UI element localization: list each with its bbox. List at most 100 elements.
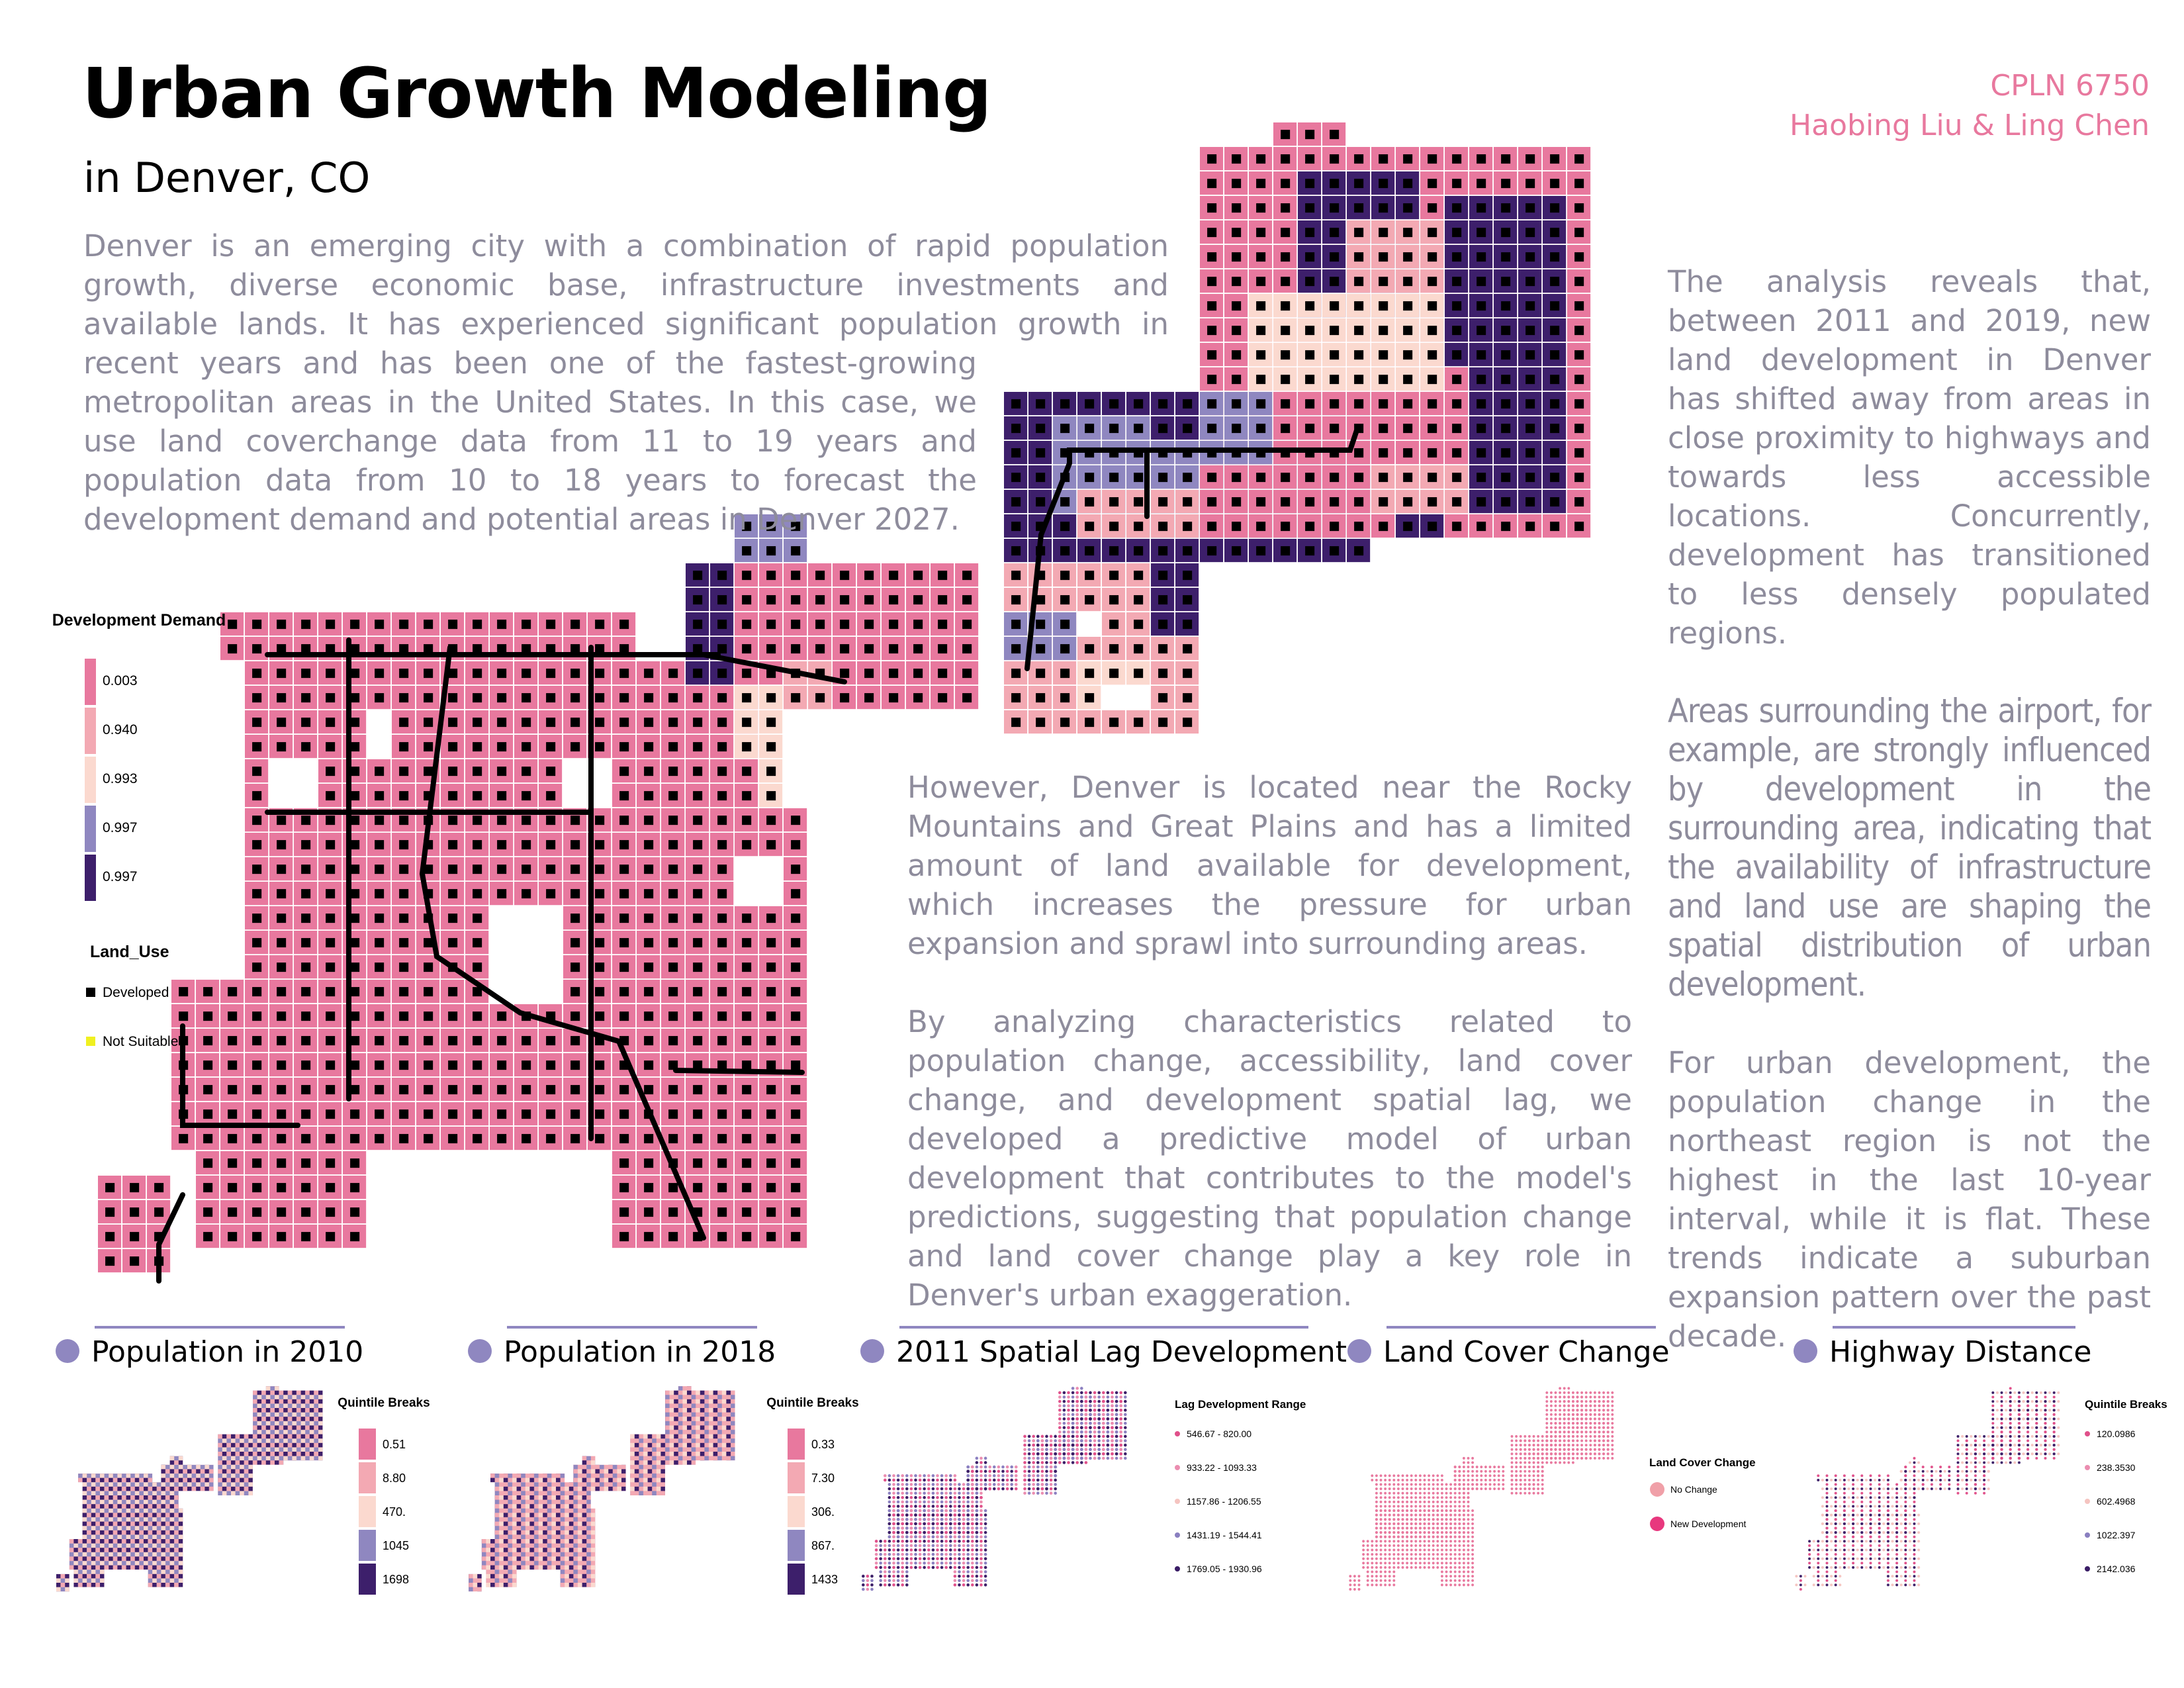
legend-dot xyxy=(1175,1499,1180,1504)
legend: Development Demand 0.003 0.940 0.993 0.997 0.… xyxy=(52,611,226,1049)
legend-label: 546.67 - 820.00 xyxy=(1187,1429,1251,1439)
legend-swatch xyxy=(788,1462,805,1493)
highway xyxy=(701,652,847,684)
middle-text: However, Denver is located near the Rock… xyxy=(907,768,1632,1354)
map-cells xyxy=(612,980,808,1029)
right-text: The analysis reveals that, between 2011 … xyxy=(1668,262,2152,1395)
map-hole xyxy=(1102,686,1151,710)
legend-swatch xyxy=(788,1564,805,1595)
map-cells xyxy=(612,1029,808,1249)
map-cells xyxy=(1371,465,1469,514)
map-hole xyxy=(490,906,563,1004)
legend-dot xyxy=(2085,1499,2090,1504)
map-cells xyxy=(196,1151,367,1249)
legend-label: No Change xyxy=(1670,1484,1717,1495)
legend-label: 1769.05 - 1930.96 xyxy=(1187,1564,1262,1574)
legend-dot xyxy=(2085,1566,2090,1571)
mini-map xyxy=(469,1386,735,1592)
highway xyxy=(1024,428,1359,671)
legend-dot xyxy=(2085,1431,2090,1436)
legend-label: 0.940 xyxy=(103,722,138,737)
legend-label: 0.51 xyxy=(383,1438,406,1451)
panels: Population in 2010 Quintile Breaks 0.51 8.8… xyxy=(56,1326,2167,1595)
legend-label: 867. xyxy=(811,1539,835,1552)
legend-label: 602.4968 xyxy=(2097,1496,2136,1507)
legend-swatch xyxy=(359,1530,376,1561)
legend-label: 120.0986 xyxy=(2097,1429,2136,1439)
map-cells xyxy=(1469,367,1567,514)
mini-map xyxy=(56,1386,323,1592)
legend-label: 0.993 xyxy=(103,771,138,786)
legend-swatch xyxy=(86,988,95,997)
mini-map xyxy=(1794,1386,2061,1592)
panel-title: Highway Distance xyxy=(1829,1335,2092,1369)
map-cells xyxy=(1396,514,1445,539)
map-cells xyxy=(784,661,833,710)
legend-dot xyxy=(1175,1465,1180,1470)
map-cells xyxy=(1200,392,1273,465)
legend-label: 8.80 xyxy=(383,1472,406,1485)
map-hole xyxy=(367,710,392,759)
subtitle: in Denver, CO xyxy=(83,154,371,202)
legend-label: 1045 xyxy=(383,1539,409,1552)
legend-dot xyxy=(2085,1465,2090,1470)
panel-title: Population in 2010 xyxy=(91,1335,363,1369)
panel-title: 2011 Spatial Lag Development xyxy=(896,1335,1347,1369)
legend-label: 2142.036 xyxy=(2097,1564,2136,1574)
legend-dot xyxy=(1175,1566,1180,1571)
panel-bullet xyxy=(468,1339,492,1363)
legend-label: 470. xyxy=(383,1505,406,1519)
legend-label: Developed xyxy=(103,985,169,1000)
legend-swatch xyxy=(359,1462,376,1493)
highway xyxy=(180,1023,300,1128)
highway xyxy=(673,1068,805,1075)
legend-dot xyxy=(1175,1431,1180,1436)
legend-title: Lag Development Range xyxy=(1175,1398,1306,1411)
authors: Haobing Liu & Ling Chen xyxy=(1790,109,2150,142)
panel-title: Population in 2018 xyxy=(504,1335,776,1369)
map-hole xyxy=(735,857,784,906)
legend-label: 0.003 xyxy=(103,673,138,688)
map-cells xyxy=(1004,612,1077,661)
map-hole xyxy=(269,759,318,808)
paragraph: Areas surrounding the airport, for examp… xyxy=(1668,692,2152,1004)
paragraph: However, Denver is located near the Rock… xyxy=(907,770,1632,961)
map-hole xyxy=(563,759,612,808)
legend-label: 0.33 xyxy=(811,1438,835,1451)
legend-label: 1698 xyxy=(383,1573,409,1586)
legend-swatch xyxy=(788,1429,805,1460)
legend-swatch xyxy=(85,659,96,705)
legend-title: Quintile Breaks xyxy=(338,1396,430,1410)
legend-title: Quintile Breaks xyxy=(2085,1398,2167,1411)
legend-label: 1431.19 - 1544.41 xyxy=(1187,1530,1262,1540)
map-cells xyxy=(1151,563,1200,637)
intro: Denver is an emerging city with a combin… xyxy=(83,226,1169,622)
paragraph: The analysis reveals that, between 2011 … xyxy=(1668,264,2151,651)
title: Urban Growth Modeling xyxy=(82,53,991,134)
legend-label: 1433 xyxy=(811,1573,838,1586)
highway xyxy=(156,1192,185,1284)
map-cells xyxy=(759,735,784,808)
legend-title: Land_Use xyxy=(90,943,169,961)
mini-map xyxy=(1348,1386,1615,1592)
legend-label: 1157.86 - 1206.55 xyxy=(1187,1496,1261,1507)
legend-swatch xyxy=(788,1530,805,1561)
map-cells xyxy=(171,980,612,1151)
legend-label: 933.22 - 1093.33 xyxy=(1187,1462,1257,1473)
highways xyxy=(156,428,1359,1284)
legend-swatch xyxy=(359,1496,376,1527)
mini-map xyxy=(861,1386,1128,1592)
map-cells xyxy=(1445,196,1567,367)
map-cells xyxy=(1273,122,1347,147)
paragraph: By analyzing characteristics related to … xyxy=(907,1004,1632,1313)
legend-label: Not Suitable xyxy=(103,1034,178,1049)
intro-text: Denver is an emerging city with a combin… xyxy=(83,228,1169,537)
legend-title: Development Demand xyxy=(52,611,226,630)
map-cells xyxy=(686,563,735,686)
legend-dot xyxy=(1650,1482,1664,1497)
legend-title: Quintile Breaks xyxy=(766,1396,858,1410)
main-map xyxy=(98,122,1592,1274)
paragraph: For urban development, the population ch… xyxy=(1668,1045,2151,1354)
